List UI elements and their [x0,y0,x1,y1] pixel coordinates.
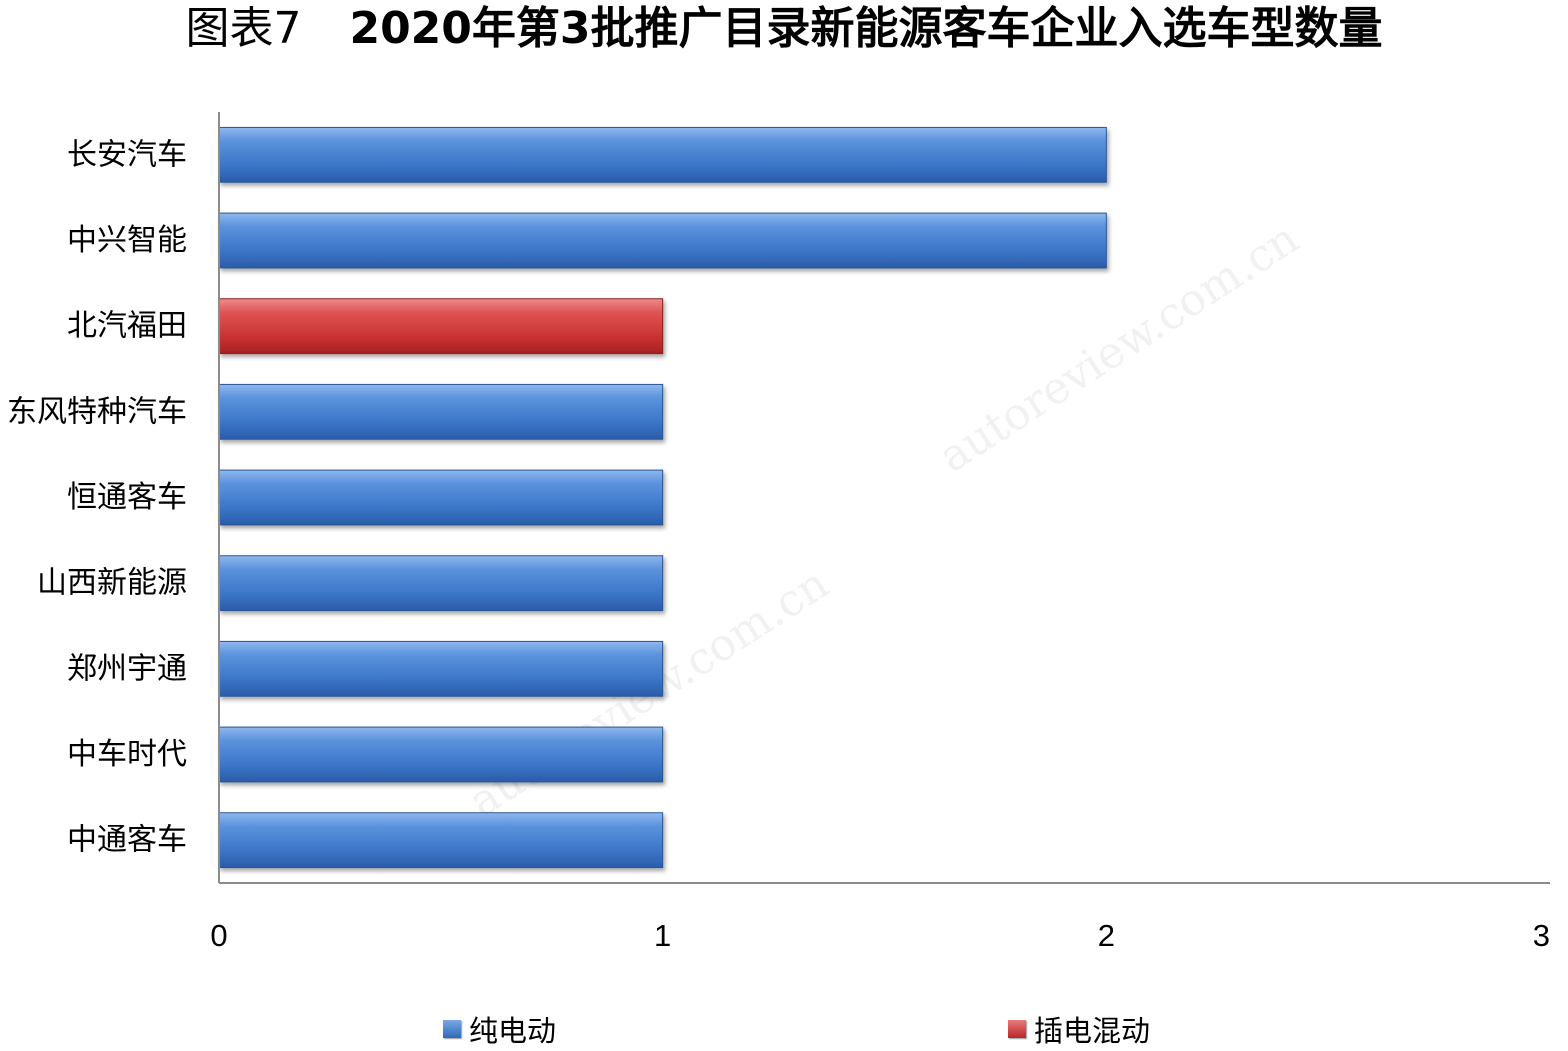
category-label: 中通客车 [67,823,187,858]
bars-layer [218,126,1107,869]
legend-item-pure-electric: 纯电动 [443,1008,556,1050]
bar-pure-electric-7 [218,726,664,783]
category-label: 郑州宇通 [67,651,187,686]
chart-title-main: 2020年第3批推广目录新能源客车企业入选车型数量 [349,3,1383,54]
chart-title-prefix: 图表7 [185,3,302,54]
category-label: 中车时代 [67,737,187,772]
legend: 纯电动 插电混动 [0,1008,1568,1048]
bar-pure-electric-6 [218,640,664,697]
x-tick-label: 0 [210,918,227,953]
legend-label-pure-electric: 纯电动 [469,1014,557,1048]
legend-label-plugin-hybrid: 插电混动 [1034,1014,1151,1048]
bar-pure-electric-5 [218,555,664,612]
bar-plugin-hybrid-2 [218,298,664,355]
x-tick-labels: 0 1 2 3 [210,918,1550,953]
x-tick-label: 2 [1098,918,1115,953]
category-label: 恒通客车 [67,480,187,515]
category-label: 北汽福田 [67,309,187,344]
legend-swatch-blue-icon [443,1020,461,1038]
bar-pure-electric-3 [218,383,664,440]
category-label: 长安汽车 [67,137,187,172]
category-label: 中兴智能 [67,223,187,258]
bar-pure-electric-1 [218,212,1107,269]
chart-title: 图表7 2020年第3批推广目录新能源客车企业入选车型数量 [0,0,1568,60]
category-label: 山西新能源 [37,566,187,601]
x-tick-label: 3 [1533,918,1550,953]
x-tick-label: 1 [654,918,671,953]
category-label: 东风特种汽车 [7,394,187,429]
bar-pure-electric-0 [218,126,1107,183]
legend-swatch-red-icon [1008,1020,1026,1038]
bar-chart: 长安汽车中兴智能北汽福田东风特种汽车恒通客车山西新能源郑州宇通中车时代中通客车 … [7,112,1550,953]
bar-pure-electric-8 [218,812,664,869]
legend-item-plugin-hybrid: 插电混动 [1008,1008,1150,1050]
bar-pure-electric-4 [218,469,664,526]
